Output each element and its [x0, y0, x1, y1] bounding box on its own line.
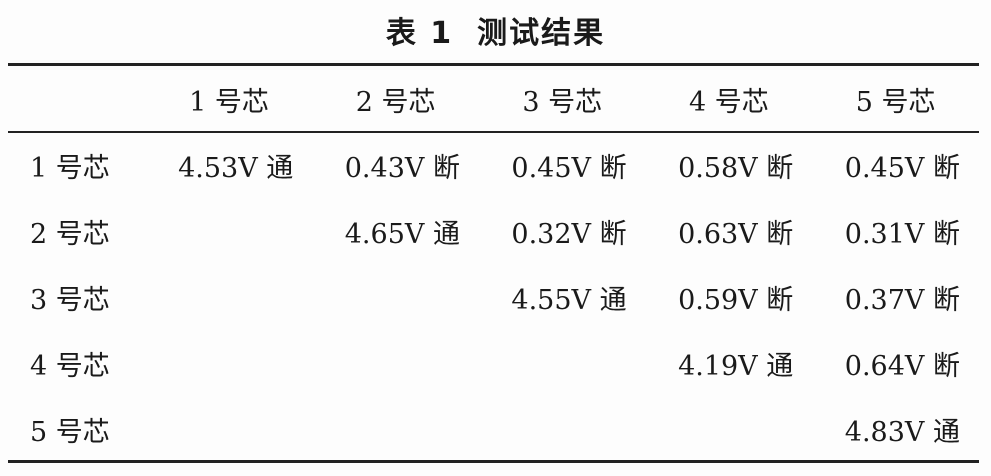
- table-cell: 4.19V 通: [678, 350, 794, 382]
- table-caption: 表 1 测试结果: [0, 8, 991, 52]
- table-cell: [646, 396, 813, 462]
- column-header: 1 号芯: [189, 86, 269, 118]
- table-row: 2 号芯 4.65V 通 0.32V 断 0.63V 断 0.31V 断: [8, 198, 979, 264]
- table-cell: 0.37V 断: [844, 284, 960, 316]
- table-cell: 0.31V 断: [844, 218, 960, 250]
- row-label: 2 号芯: [30, 218, 110, 250]
- table-cell: [146, 330, 313, 396]
- table-number: 表 1: [385, 16, 454, 51]
- row-label: 3 号芯: [30, 284, 110, 316]
- bottom-rule: [8, 460, 979, 463]
- column-header: 3 号芯: [522, 86, 603, 118]
- table-title: 测试结果: [477, 16, 606, 51]
- table-cell: 4.65V 通: [344, 218, 460, 250]
- table-cell: 0.59V 断: [678, 284, 794, 316]
- table-cell: 4.55V 通: [511, 284, 627, 316]
- table-cell: 0.45V 断: [844, 152, 960, 184]
- header-row: 1 号芯 2 号芯 3 号芯 4 号芯 5 号芯: [8, 66, 979, 132]
- row-label: 1 号芯: [30, 152, 110, 184]
- table-cell: 0.32V 断: [511, 218, 627, 250]
- table-row: 3 号芯 4.55V 通 0.59V 断 0.37V 断: [8, 264, 979, 330]
- table-cell: [146, 396, 313, 462]
- table-cell: 0.63V 断: [678, 218, 794, 250]
- top-rule: [8, 63, 979, 66]
- table-row: 5 号芯 4.83V 通: [8, 396, 979, 462]
- corner-header: [8, 66, 146, 132]
- row-label: 5 号芯: [30, 416, 110, 448]
- table-cell: [146, 264, 313, 330]
- table-cell: [312, 396, 479, 462]
- column-header: 4 号芯: [689, 86, 769, 118]
- column-header: 2 号芯: [355, 86, 436, 118]
- results-table: 1 号芯 2 号芯 3 号芯 4 号芯 5 号芯 1 号芯 4.53V 通 0.43…: [8, 66, 979, 462]
- header-rule: [8, 131, 979, 133]
- row-label: 4 号芯: [30, 350, 110, 382]
- table-cell: [479, 330, 646, 396]
- table-cell: 0.43V 断: [344, 152, 460, 184]
- table-cell: [312, 264, 479, 330]
- table-cell: [312, 330, 479, 396]
- table-cell: 4.83V 通: [844, 416, 960, 448]
- column-header: 5 号芯: [855, 86, 936, 118]
- table-cell: 4.53V 通: [178, 152, 294, 184]
- table-cell: 0.58V 断: [678, 152, 794, 184]
- table-cell: 0.64V 断: [844, 350, 960, 382]
- table-cell: 0.45V 断: [511, 152, 627, 184]
- table-row: 4 号芯 4.19V 通 0.64V 断: [8, 330, 979, 396]
- table-cell: [479, 396, 646, 462]
- table-cell: [146, 198, 313, 264]
- table-row: 1 号芯 4.53V 通 0.43V 断 0.45V 断 0.58V 断 0.45V 断: [8, 132, 979, 198]
